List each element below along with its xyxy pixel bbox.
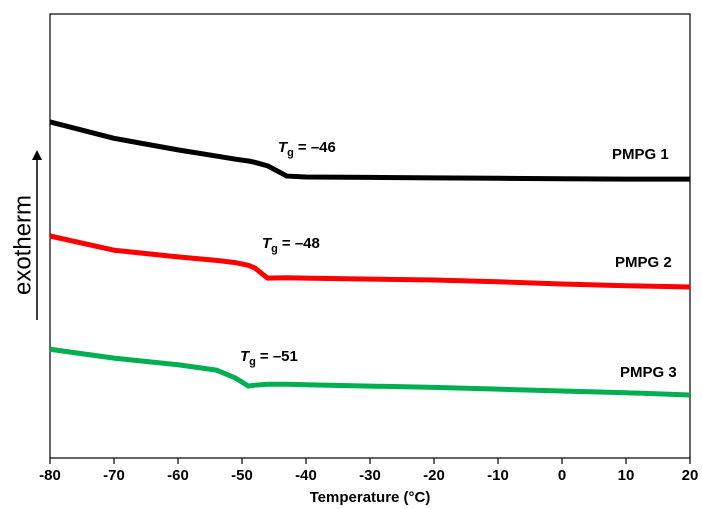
annotation: Tg = –46 xyxy=(278,139,336,159)
annotation: Tg = –48 xyxy=(262,235,320,255)
annotation-text: = –48 xyxy=(282,235,320,252)
x-axis-label: Temperature (°C) xyxy=(310,489,431,506)
annotation-subscript: g xyxy=(287,147,294,159)
annotation-symbol: T xyxy=(278,139,289,156)
annotation-text: = –46 xyxy=(298,139,336,156)
x-tick-label: 20 xyxy=(682,467,699,484)
series-line xyxy=(49,119,690,182)
y-axis-label: exotherm xyxy=(9,195,36,295)
series-label: PMPG 2 xyxy=(615,254,672,271)
annotation-text: = –51 xyxy=(260,348,298,365)
x-tick-label: -70 xyxy=(103,467,125,484)
x-tick-label: 10 xyxy=(618,467,635,484)
x-tick-label: -20 xyxy=(423,467,445,484)
x-tick-label: -80 xyxy=(39,467,61,484)
annotation-subscript: g xyxy=(249,356,256,368)
y-axis-arrowhead xyxy=(32,150,42,160)
x-tick-label: -10 xyxy=(487,467,509,484)
annotation: Tg = –51 xyxy=(240,348,298,368)
annotation-symbol: T xyxy=(240,348,251,365)
annotation-subscript: g xyxy=(271,243,278,255)
series-label: PMPG 1 xyxy=(612,146,669,163)
annotation-symbol: T xyxy=(262,235,273,252)
series-line xyxy=(49,346,691,398)
x-tick-label: -60 xyxy=(167,467,189,484)
series-label: PMPG 3 xyxy=(620,364,677,381)
series-line xyxy=(49,233,691,290)
x-tick-label: 0 xyxy=(558,467,566,484)
x-tick-label: -50 xyxy=(231,467,253,484)
x-tick-label: -30 xyxy=(359,467,381,484)
x-tick-label: -40 xyxy=(295,467,317,484)
